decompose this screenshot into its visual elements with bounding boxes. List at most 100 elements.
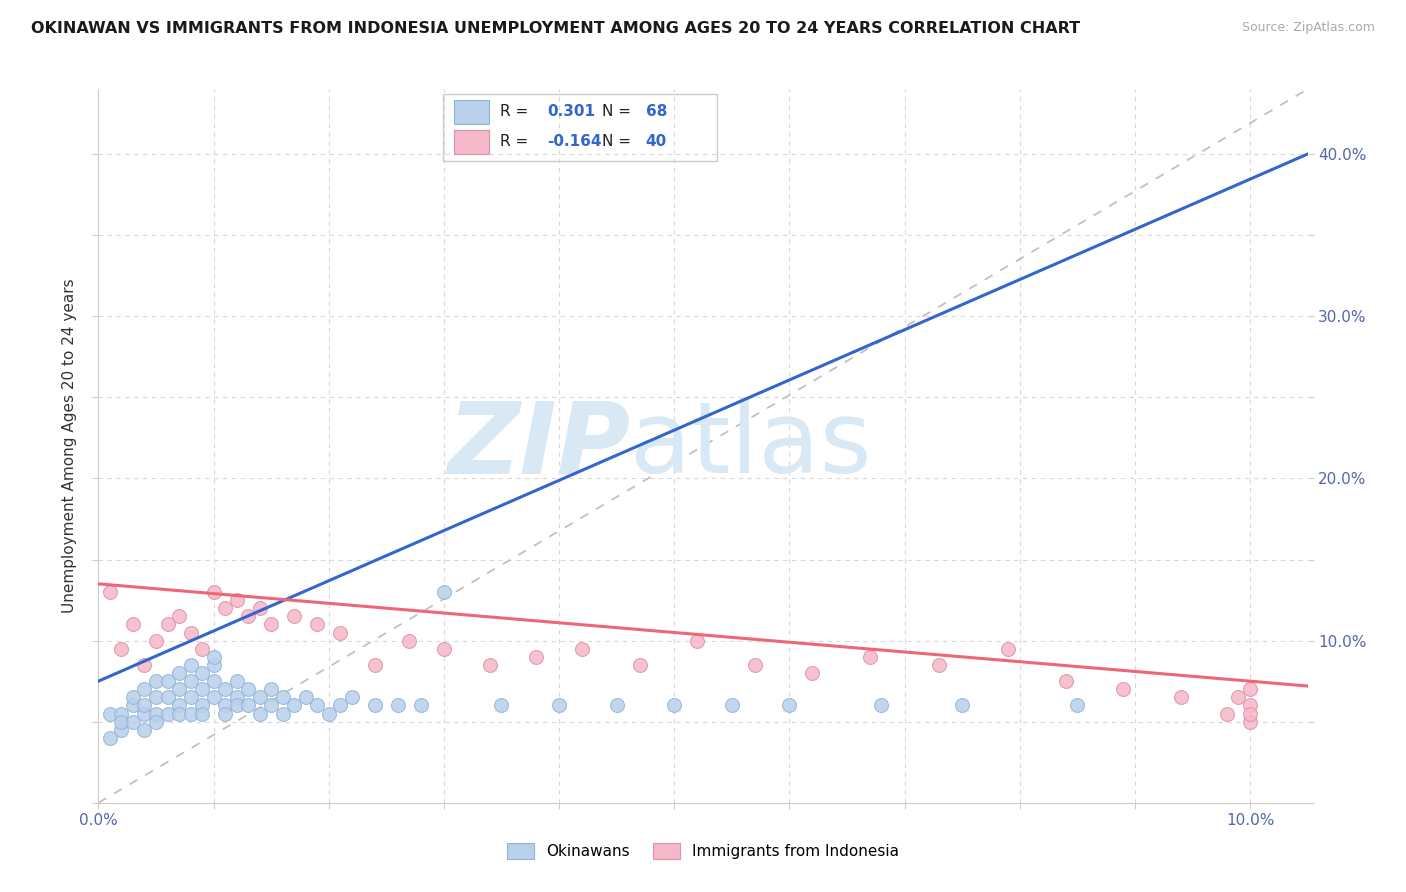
- Point: [1054, 674, 1077, 689]
- Point: [260, 682, 283, 697]
- Point: [145, 633, 167, 648]
- Point: [1227, 690, 1250, 705]
- Text: 68: 68: [645, 104, 668, 120]
- Point: [191, 698, 214, 713]
- Point: [191, 666, 214, 681]
- Point: [249, 706, 271, 721]
- Point: [478, 657, 501, 672]
- Point: [1239, 706, 1261, 721]
- Point: [307, 698, 329, 713]
- Point: [1216, 706, 1239, 721]
- Point: [329, 698, 352, 713]
- Point: [271, 690, 294, 705]
- Point: [801, 666, 824, 681]
- Point: [134, 723, 156, 737]
- Point: [720, 698, 742, 713]
- Point: [134, 682, 156, 697]
- Point: [110, 641, 132, 656]
- Point: [145, 714, 167, 729]
- Point: [214, 706, 236, 721]
- Point: [260, 698, 283, 713]
- Point: [294, 690, 316, 705]
- Point: [110, 706, 132, 721]
- Text: Source: ZipAtlas.com: Source: ZipAtlas.com: [1241, 21, 1375, 34]
- Point: [1239, 714, 1261, 729]
- Point: [167, 609, 190, 624]
- Point: [134, 706, 156, 721]
- Point: [122, 690, 145, 705]
- Point: [167, 666, 190, 681]
- Point: [859, 649, 882, 664]
- Point: [249, 690, 271, 705]
- Point: [98, 731, 121, 745]
- Point: [156, 617, 179, 632]
- Point: [1170, 690, 1192, 705]
- Point: [283, 609, 305, 624]
- Point: [340, 690, 363, 705]
- Point: [225, 698, 247, 713]
- Point: [364, 698, 387, 713]
- Text: R =: R =: [501, 135, 534, 149]
- Point: [98, 706, 121, 721]
- Y-axis label: Unemployment Among Ages 20 to 24 years: Unemployment Among Ages 20 to 24 years: [62, 278, 77, 614]
- Point: [134, 698, 156, 713]
- Point: [318, 706, 340, 721]
- Point: [870, 698, 893, 713]
- Point: [110, 723, 132, 737]
- Point: [524, 649, 547, 664]
- Point: [928, 657, 950, 672]
- Point: [686, 633, 709, 648]
- Point: [180, 706, 202, 721]
- Point: [191, 682, 214, 697]
- Point: [1239, 698, 1261, 713]
- Point: [249, 601, 271, 615]
- Point: [156, 690, 179, 705]
- Point: [167, 682, 190, 697]
- Text: -0.164: -0.164: [547, 135, 602, 149]
- Point: [202, 649, 225, 664]
- Text: ZIP: ZIP: [447, 398, 630, 494]
- Point: [225, 674, 247, 689]
- Point: [110, 714, 132, 729]
- Point: [260, 617, 283, 632]
- Point: [180, 657, 202, 672]
- Text: N =: N =: [602, 135, 636, 149]
- Point: [778, 698, 800, 713]
- Point: [307, 617, 329, 632]
- Point: [409, 698, 432, 713]
- Point: [329, 625, 352, 640]
- Point: [271, 706, 294, 721]
- Point: [398, 633, 420, 648]
- Point: [191, 706, 214, 721]
- Point: [628, 657, 651, 672]
- Point: [145, 706, 167, 721]
- Point: [236, 682, 259, 697]
- Point: [236, 698, 259, 713]
- Point: [225, 690, 247, 705]
- Point: [950, 698, 973, 713]
- Point: [491, 698, 513, 713]
- Point: [145, 690, 167, 705]
- Point: [167, 698, 190, 713]
- Point: [664, 698, 686, 713]
- Point: [214, 682, 236, 697]
- Point: [571, 641, 593, 656]
- Bar: [454, 101, 489, 124]
- Point: [364, 657, 387, 672]
- Legend: Okinawans, Immigrants from Indonesia: Okinawans, Immigrants from Indonesia: [499, 835, 907, 866]
- Point: [1112, 682, 1135, 697]
- Point: [167, 706, 190, 721]
- Point: [214, 601, 236, 615]
- Point: [225, 593, 247, 607]
- Bar: [454, 130, 489, 153]
- Point: [122, 698, 145, 713]
- Point: [202, 690, 225, 705]
- Point: [202, 674, 225, 689]
- Point: [606, 698, 628, 713]
- Point: [156, 674, 179, 689]
- Text: 0.301: 0.301: [547, 104, 595, 120]
- Point: [180, 690, 202, 705]
- Point: [145, 674, 167, 689]
- Point: [202, 585, 225, 599]
- Point: [156, 706, 179, 721]
